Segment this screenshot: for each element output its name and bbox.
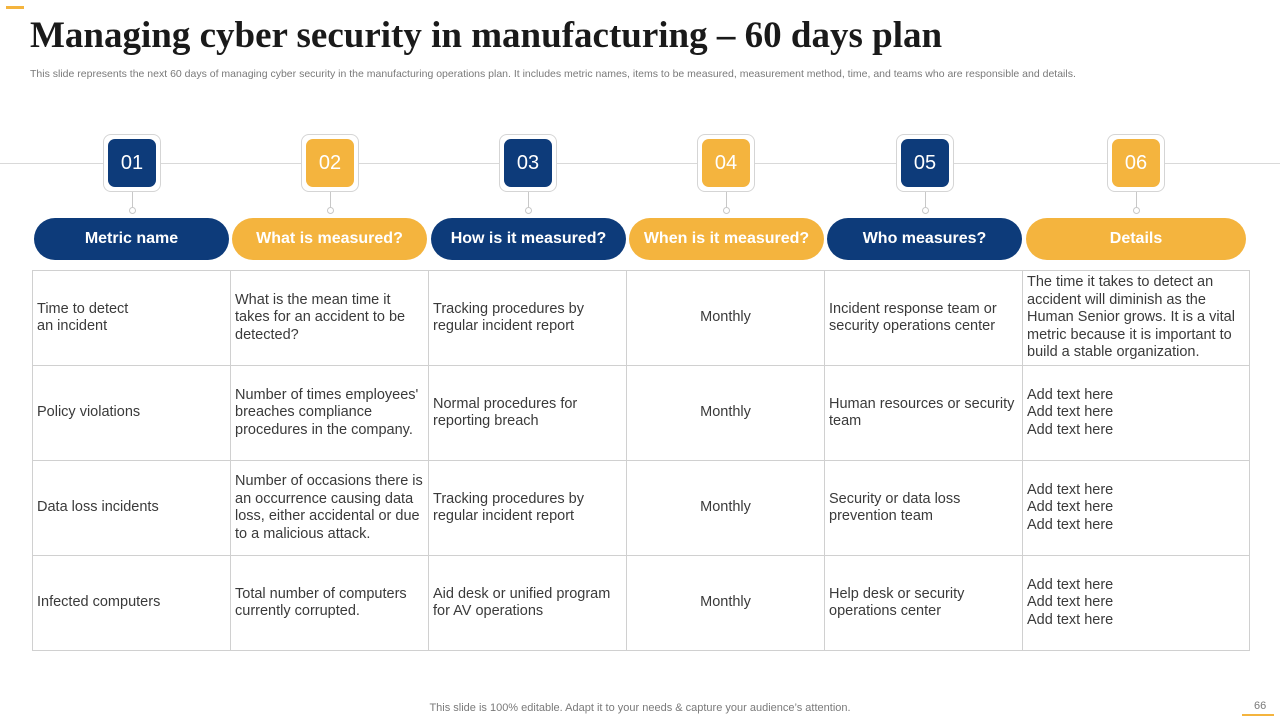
- details-line: Add text here: [1027, 386, 1114, 403]
- cell-what: Number of occasions there is an occurren…: [230, 460, 429, 556]
- cell-how: Tracking procedures by regular incident …: [428, 460, 627, 556]
- step-connector: [723, 192, 730, 214]
- cell-how: Tracking procedures by regular incident …: [428, 270, 627, 366]
- cell-how: Normal procedures for reporting breach: [428, 365, 627, 461]
- step-number: 01: [108, 139, 156, 187]
- table-row: Infected computers Total number of compu…: [32, 555, 1250, 651]
- step-badge-02: 02: [301, 134, 359, 192]
- cell-who: Incident response team or security opera…: [824, 270, 1023, 366]
- step-number: 02: [306, 139, 354, 187]
- cell-metric: Policy violations: [32, 365, 231, 461]
- details-line: Add text here: [1027, 576, 1114, 593]
- cell-what: What is the mean time it takes for an ac…: [230, 270, 429, 366]
- table-row: Time to detect an incident What is the m…: [32, 270, 1250, 366]
- cell-when: Monthly: [626, 460, 825, 556]
- cell-who: Help desk or security operations center: [824, 555, 1023, 651]
- step-connector: [525, 192, 532, 214]
- details-line: Add text here: [1027, 481, 1114, 498]
- cell-details: The time it takes to detect an accident …: [1022, 270, 1250, 366]
- step-badge-03: 03: [499, 134, 557, 192]
- step-badge-04: 04: [697, 134, 755, 192]
- step-badge-01: 01: [103, 134, 161, 192]
- step-connector: [922, 192, 929, 214]
- cell-who: Security or data loss prevention team: [824, 460, 1023, 556]
- step-connector: [327, 192, 334, 214]
- header-what-is-measured: What is measured?: [232, 218, 427, 260]
- cell-metric: Time to detect an incident: [32, 270, 231, 366]
- cell-when: Monthly: [626, 365, 825, 461]
- header-when-is-it-measured: When is it measured?: [629, 218, 824, 260]
- timeline-line: [0, 163, 1280, 164]
- page-number: 66: [1254, 700, 1267, 712]
- cell-details: Add text here Add text here Add text her…: [1022, 460, 1250, 556]
- step-connector: [129, 192, 136, 214]
- step-number: 03: [504, 139, 552, 187]
- metrics-table: Time to detect an incident What is the m…: [32, 270, 1250, 651]
- step-badge-05: 05: [896, 134, 954, 192]
- page-number-underline: [1242, 714, 1274, 716]
- slide-footer: This slide is 100% editable. Adapt it to…: [429, 702, 851, 714]
- header-details: Details: [1026, 218, 1246, 260]
- corner-accent-bar: [6, 6, 24, 9]
- details-line: Add text here: [1027, 404, 1114, 421]
- details-line: Add text here: [1027, 594, 1114, 611]
- slide-title: Managing cyber security in manufacturing…: [30, 15, 943, 56]
- details-line: Add text here: [1027, 499, 1114, 516]
- cell-metric: Data loss incidents: [32, 460, 231, 556]
- details-line: Add text here: [1027, 611, 1114, 628]
- step-number: 06: [1112, 139, 1160, 187]
- slide-subtitle: This slide represents the next 60 days o…: [30, 68, 1076, 80]
- cell-who: Human resources or security team: [824, 365, 1023, 461]
- cell-what: Total number of computers currently corr…: [230, 555, 429, 651]
- cell-how: Aid desk or unified program for AV opera…: [428, 555, 627, 651]
- cell-when: Monthly: [626, 555, 825, 651]
- step-number: 05: [901, 139, 949, 187]
- cell-details: Add text here Add text here Add text her…: [1022, 365, 1250, 461]
- step-badge-06: 06: [1107, 134, 1165, 192]
- details-line: Add text here: [1027, 516, 1114, 533]
- step-connector: [1133, 192, 1140, 214]
- cell-what: Number of times employees' breaches comp…: [230, 365, 429, 461]
- table-row: Data loss incidents Number of occasions …: [32, 460, 1250, 556]
- cell-metric: Infected computers: [32, 555, 231, 651]
- details-line: Add text here: [1027, 421, 1114, 438]
- cell-when: Monthly: [626, 270, 825, 366]
- table-row: Policy violations Number of times employ…: [32, 365, 1250, 461]
- cell-details: Add text here Add text here Add text her…: [1022, 555, 1250, 651]
- step-number: 04: [702, 139, 750, 187]
- header-metric-name: Metric name: [34, 218, 229, 260]
- header-who-measures: Who measures?: [827, 218, 1022, 260]
- header-how-is-it-measured: How is it measured?: [431, 218, 626, 260]
